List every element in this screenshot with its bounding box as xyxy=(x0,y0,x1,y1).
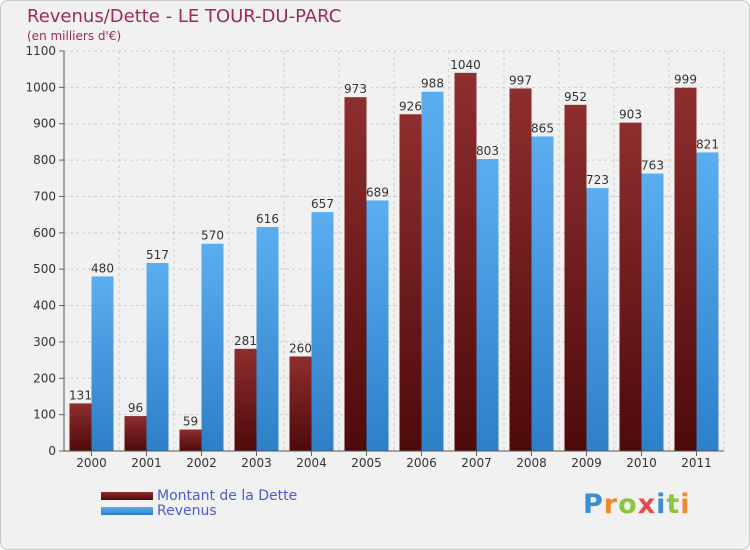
legend: Montant de la Dette Revenus xyxy=(101,487,298,519)
y-tick-label: 700 xyxy=(33,189,56,203)
data-label-revenus: 763 xyxy=(641,159,664,173)
x-tick-label: 2005 xyxy=(351,456,382,470)
x-tick-label: 2006 xyxy=(406,456,437,470)
x-tick-label: 2003 xyxy=(241,456,272,470)
y-tick-label: 0 xyxy=(48,444,56,458)
data-label-revenus: 988 xyxy=(421,77,444,91)
data-label-revenus: 803 xyxy=(476,144,499,158)
data-label-revenus: 657 xyxy=(311,197,334,211)
bar-dette xyxy=(399,114,422,451)
proxiti-logo: Proxiti xyxy=(583,489,691,520)
bar-revenus xyxy=(146,263,169,451)
bar-dette xyxy=(674,87,697,452)
bar-revenus xyxy=(311,212,334,451)
bar-revenus xyxy=(256,227,279,451)
y-tick-label: 600 xyxy=(33,226,56,240)
x-tick-label: 2010 xyxy=(626,456,657,470)
bar-revenus xyxy=(201,243,224,451)
chart-subtitle: (en milliers d'€) xyxy=(27,29,122,43)
data-label-revenus: 821 xyxy=(696,137,719,151)
logo-letter: P xyxy=(583,489,604,520)
bar-revenus xyxy=(366,200,389,451)
logo-letter: i xyxy=(680,489,691,520)
data-label-dette: 952 xyxy=(564,90,587,104)
y-tick-label: 100 xyxy=(33,408,56,422)
logo-letter: x xyxy=(637,489,657,520)
bar-revenus xyxy=(91,276,114,451)
x-tick-label: 2007 xyxy=(461,456,492,470)
logo-letter: i xyxy=(656,489,667,520)
bar-revenus xyxy=(476,159,499,451)
bar-revenus xyxy=(586,188,609,451)
bar-dette xyxy=(124,416,147,451)
bar-dette xyxy=(179,429,202,451)
x-tick-label: 2000 xyxy=(76,456,107,470)
legend-label-revenus: Revenus xyxy=(157,502,217,519)
data-label-revenus: 517 xyxy=(146,248,169,262)
x-tick-label: 2009 xyxy=(571,456,602,470)
data-label-revenus: 865 xyxy=(531,121,554,135)
axes: 0 100 200 300 400 500 600 700 800 900 1000 1100 2000… xyxy=(25,44,724,470)
x-tick-label: 2008 xyxy=(516,456,547,470)
y-tick-label: 1000 xyxy=(25,80,56,94)
data-label-dette: 59 xyxy=(183,415,198,429)
data-label-revenus: 689 xyxy=(366,185,389,199)
y-tick-label: 500 xyxy=(33,262,56,276)
legend-item-revenus: Revenus xyxy=(101,502,297,519)
data-label-dette: 973 xyxy=(344,82,367,96)
data-label-revenus: 723 xyxy=(586,173,609,187)
bars xyxy=(69,72,719,452)
data-label-dette: 281 xyxy=(234,334,257,348)
y-tick-label: 900 xyxy=(33,117,56,131)
legend-swatch-revenus xyxy=(101,506,153,515)
x-tick-label: 2004 xyxy=(296,456,327,470)
data-label-revenus: 570 xyxy=(201,229,224,243)
bar-revenus xyxy=(641,173,664,451)
y-tick-label: 800 xyxy=(33,153,56,167)
bar-dette xyxy=(454,72,477,452)
grid xyxy=(63,50,725,452)
data-label-dette: 1040 xyxy=(450,58,481,72)
bar-revenus xyxy=(421,91,444,452)
bar-dette xyxy=(344,97,367,451)
x-tick-label: 2001 xyxy=(131,456,162,470)
logo-letter: t xyxy=(666,489,681,520)
data-label-dette: 96 xyxy=(128,401,143,415)
bar-dette xyxy=(234,348,257,451)
legend-item-dette: Montant de la Dette xyxy=(101,487,298,504)
logo-letter: r xyxy=(603,489,619,520)
bar-dette xyxy=(619,122,642,452)
bar-dette xyxy=(69,403,92,451)
bar-revenus xyxy=(531,136,554,452)
data-labels: 131 480 96 517 59 570 281 616 260 657 973 689 926 988… xyxy=(69,58,719,429)
legend-swatch-dette xyxy=(101,491,153,500)
data-label-revenus: 480 xyxy=(91,261,114,275)
data-label-dette: 926 xyxy=(399,99,422,113)
legend-label-dette: Montant de la Dette xyxy=(157,487,298,504)
data-label-dette: 131 xyxy=(69,388,92,402)
data-label-revenus: 616 xyxy=(256,212,279,226)
y-tick-label: 300 xyxy=(33,335,56,349)
y-tick-label: 400 xyxy=(33,299,56,313)
bar-dette xyxy=(564,104,587,452)
data-label-dette: 903 xyxy=(619,108,642,122)
bar-revenus xyxy=(696,152,719,452)
x-tick-label: 2002 xyxy=(186,456,217,470)
bar-dette xyxy=(509,88,532,452)
y-tick-label: 1100 xyxy=(25,44,56,58)
y-tick-label: 200 xyxy=(33,371,56,385)
chart-title: Revenus/Dette - LE TOUR-DU-PARC xyxy=(27,6,342,27)
x-tick-label: 2011 xyxy=(681,456,712,470)
data-label-dette: 260 xyxy=(289,341,312,355)
bar-dette xyxy=(289,356,312,451)
data-label-dette: 999 xyxy=(674,73,697,87)
logo-letter: o xyxy=(618,489,638,520)
data-label-dette: 997 xyxy=(509,73,532,87)
